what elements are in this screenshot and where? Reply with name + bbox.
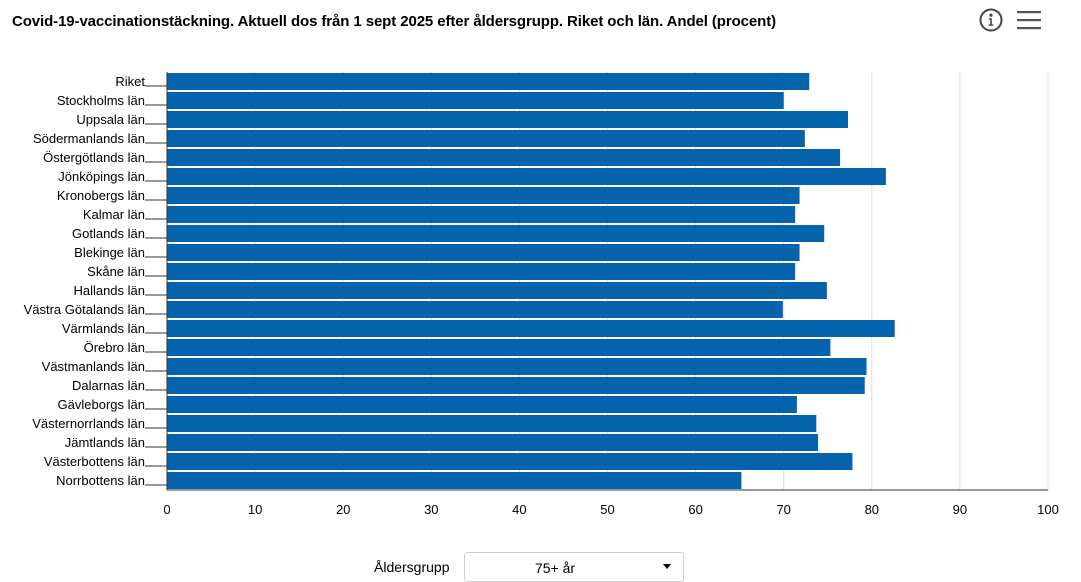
x-tick-label: 80: [865, 502, 879, 517]
category-label: Stockholms län: [57, 93, 145, 108]
x-tick-label: 50: [600, 502, 614, 517]
bar[interactable]: [167, 149, 841, 166]
bar[interactable]: [167, 415, 817, 432]
age-group-selected-value: 75+ år: [534, 560, 576, 576]
x-tick-label: 10: [248, 502, 262, 517]
category-label: Skåne län: [87, 264, 145, 279]
category-label: Värmlands län: [62, 321, 145, 336]
bar[interactable]: [167, 206, 796, 223]
bar[interactable]: [167, 168, 886, 185]
bar[interactable]: [167, 282, 827, 299]
bar[interactable]: [167, 263, 796, 280]
hamburger-menu-icon[interactable]: [1016, 8, 1042, 32]
bars: [167, 73, 895, 489]
category-label: Kronobergs län: [57, 188, 145, 203]
bar[interactable]: [167, 111, 849, 128]
bar[interactable]: [167, 130, 805, 147]
x-tick-label: 70: [776, 502, 790, 517]
chevron-down-icon: [663, 564, 671, 569]
category-label: Riket: [115, 74, 145, 89]
bar[interactable]: [167, 453, 853, 470]
x-tick-label: 100: [1037, 502, 1059, 517]
category-label: Norrbottens län: [56, 473, 145, 488]
category-label: Jönköpings län: [58, 169, 145, 184]
category-label: Hallands län: [73, 283, 145, 298]
bar[interactable]: [167, 92, 784, 109]
category-label: Kalmar län: [83, 207, 145, 222]
category-labels: Riket Stockholms län Uppsala län Södermanla…: [24, 74, 167, 488]
info-circle-icon[interactable]: [978, 7, 1004, 33]
x-tick-label: 90: [953, 502, 967, 517]
bar-chart: Riket Stockholms län Uppsala län Södermanla…: [24, 72, 1059, 517]
bar[interactable]: [167, 244, 800, 261]
x-tick-label: 40: [512, 502, 526, 517]
bar[interactable]: [167, 472, 742, 489]
bar[interactable]: [167, 187, 800, 204]
bar[interactable]: [167, 73, 810, 90]
bar[interactable]: [167, 320, 895, 337]
age-group-select[interactable]: 75+ år: [464, 552, 684, 582]
category-label: Uppsala län: [76, 112, 145, 127]
age-group-control: Åldersgrupp 75+ år: [0, 552, 1081, 582]
bar[interactable]: [167, 225, 825, 242]
category-label: Östergötlands län: [43, 150, 145, 165]
category-label: Gävleborgs län: [58, 397, 145, 412]
bar[interactable]: [167, 339, 831, 356]
category-label: Västernorrlands län: [32, 416, 145, 431]
category-label: Västmanlands län: [42, 359, 145, 374]
category-label: Södermanlands län: [33, 131, 145, 146]
x-tick-label: 60: [688, 502, 702, 517]
category-label: Västerbottens län: [44, 454, 145, 469]
category-label: Blekinge län: [74, 245, 145, 260]
bar[interactable]: [167, 301, 783, 318]
category-label: Dalarnas län: [72, 378, 145, 393]
bar[interactable]: [167, 434, 819, 451]
bar[interactable]: [167, 358, 867, 375]
bar[interactable]: [167, 396, 797, 413]
x-tick-label: 0: [163, 502, 170, 517]
category-label: Örebro län: [84, 340, 145, 355]
chart-title: Covid-19-vaccinationstäckning. Aktuell d…: [12, 13, 777, 30]
bar[interactable]: [167, 377, 865, 394]
x-tick-label: 20: [336, 502, 350, 517]
age-group-label: Åldersgrupp: [374, 559, 450, 575]
x-axis: 0 10 20 30 40 50 60 70 80 90 100: [163, 72, 1059, 517]
category-label: Gotlands län: [72, 226, 145, 241]
category-label: Västra Götalands län: [24, 302, 145, 317]
category-label: Jämtlands län: [65, 435, 145, 450]
x-tick-label: 30: [424, 502, 438, 517]
